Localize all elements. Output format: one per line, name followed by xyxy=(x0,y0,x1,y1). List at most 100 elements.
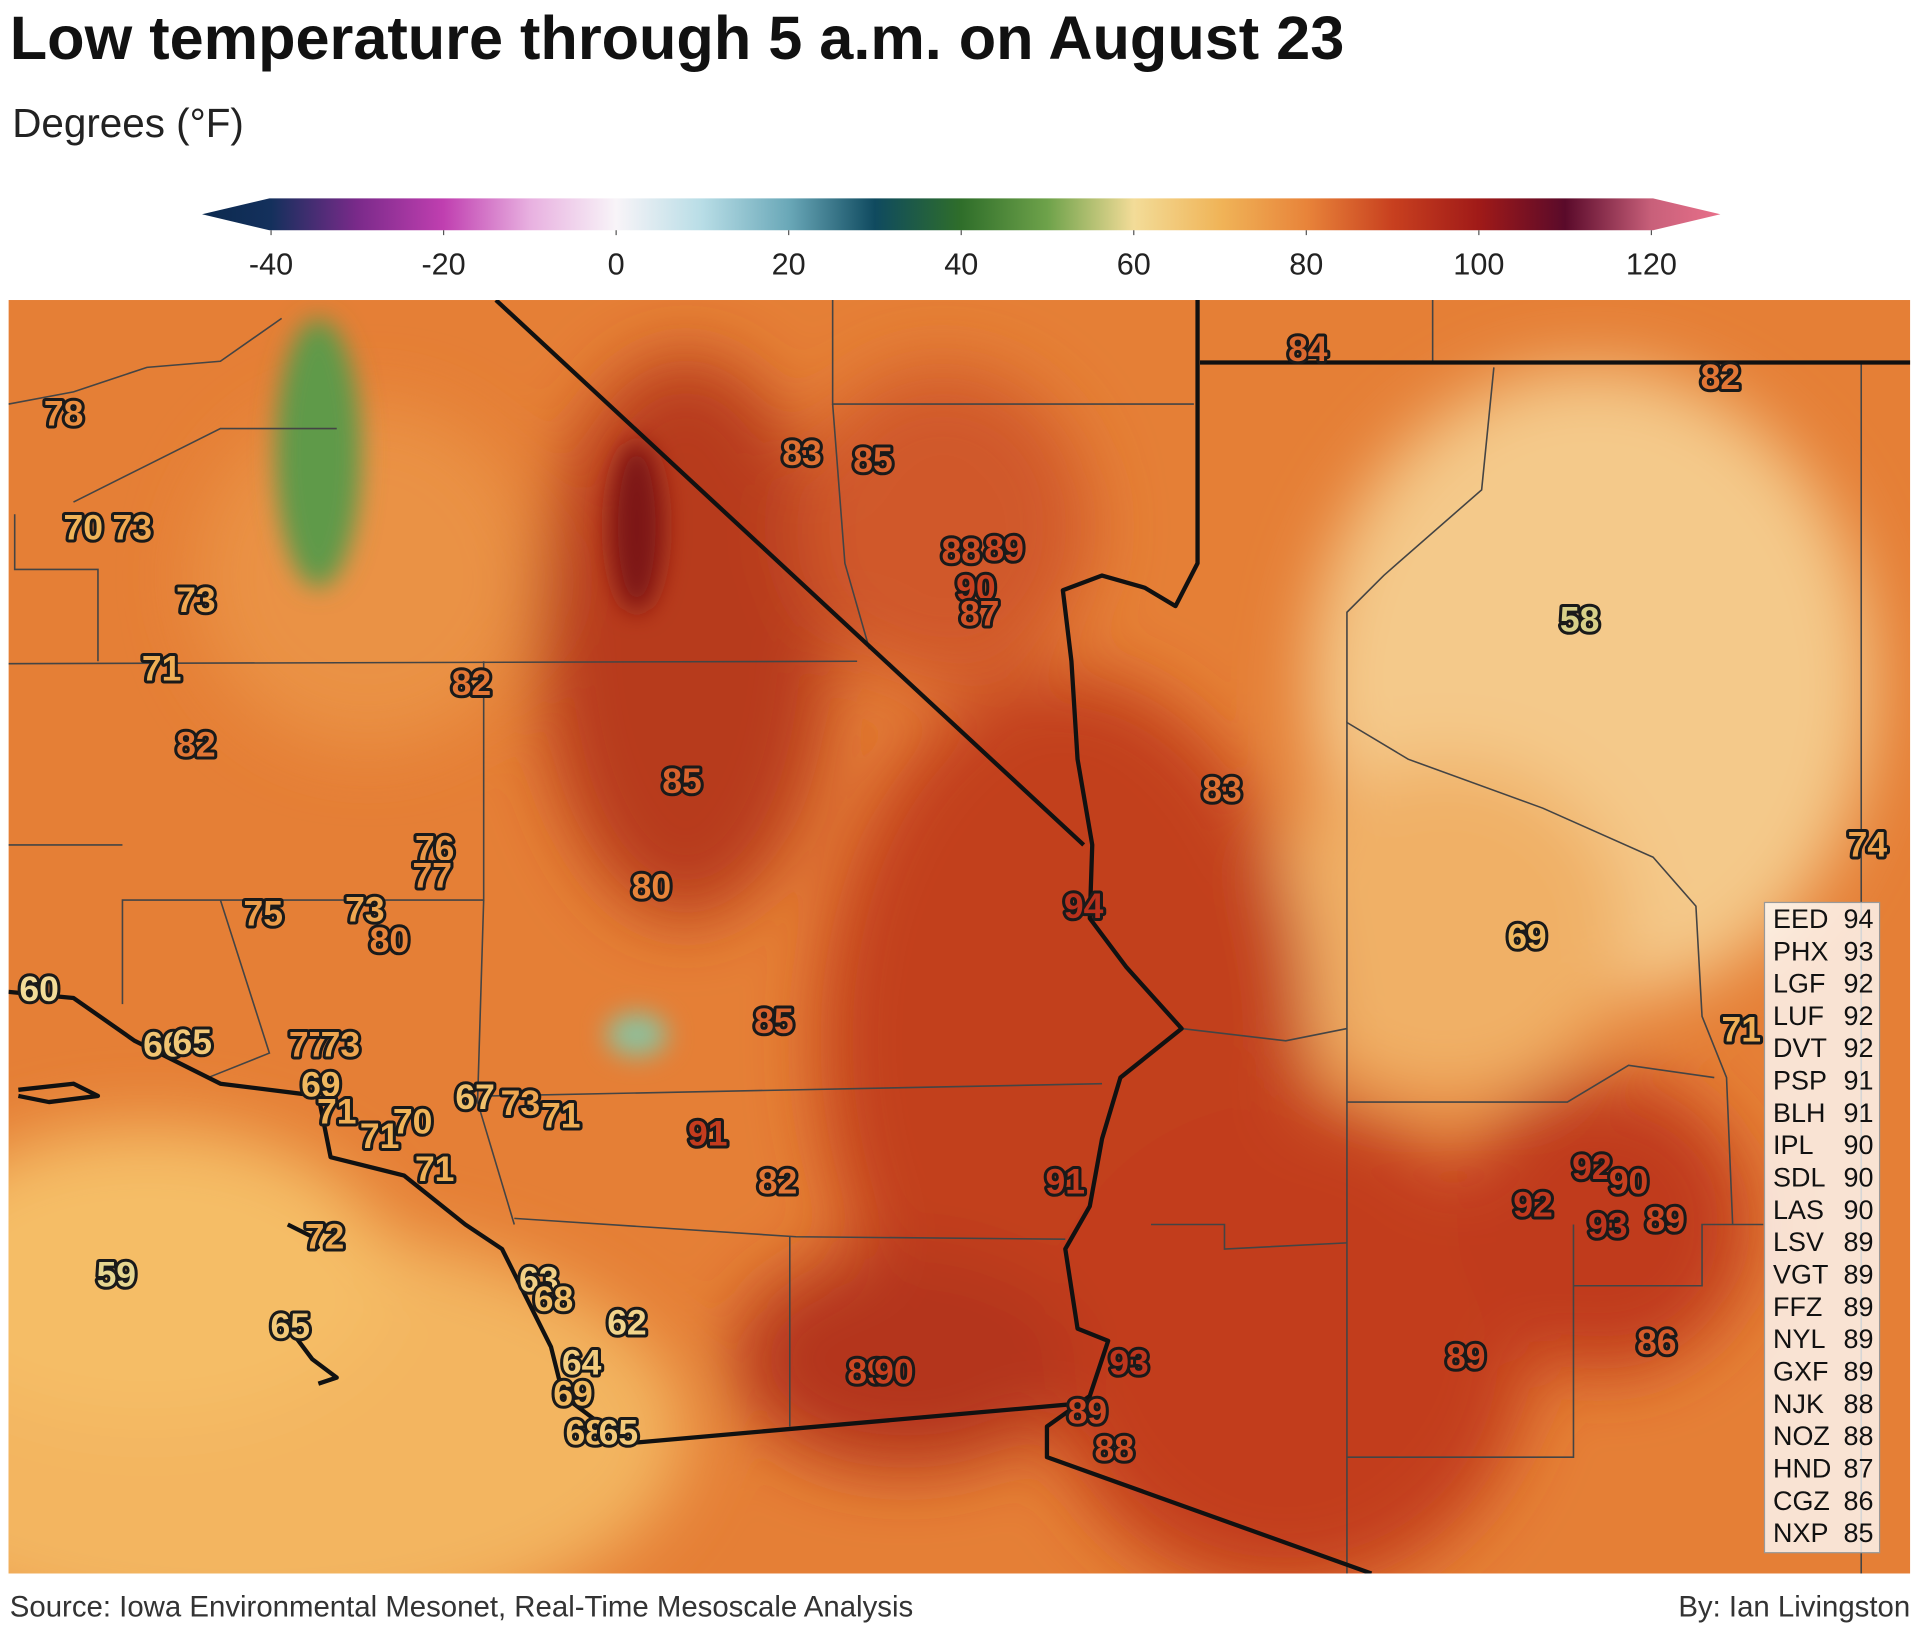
temperature-label: 68 xyxy=(566,1412,606,1452)
station-value: 87 xyxy=(1844,1453,1874,1483)
temperature-label: 86 xyxy=(1637,1322,1676,1362)
temperature-label: 71 xyxy=(415,1149,455,1189)
temperature-label: 71 xyxy=(360,1116,400,1156)
temperature-label: 60 xyxy=(19,969,58,1009)
temperature-label: 58 xyxy=(1560,599,1600,639)
station-code: FFZ xyxy=(1773,1292,1822,1322)
temperature-label: 65 xyxy=(172,1022,212,1062)
temperature-label: 72 xyxy=(305,1217,344,1257)
temperature-label: 82 xyxy=(758,1161,798,1201)
station-value: 89 xyxy=(1844,1260,1874,1290)
temperature-label: 69 xyxy=(553,1373,593,1413)
station-code: BLH xyxy=(1773,1098,1825,1128)
temperature-label: 83 xyxy=(782,433,821,473)
station-code: EED xyxy=(1773,904,1828,934)
temperature-label: 82 xyxy=(452,663,492,703)
station-value: 93 xyxy=(1844,936,1874,966)
station-code: VGT xyxy=(1773,1260,1828,1290)
temperature-label: 80 xyxy=(632,866,671,906)
temperature-label: 68 xyxy=(534,1279,574,1319)
temperature-label: 66 xyxy=(143,1024,183,1064)
temperature-label: 84 xyxy=(1288,329,1328,369)
temperature-label: 73 xyxy=(176,580,216,620)
station-code: LUF xyxy=(1773,1001,1824,1031)
station-value: 90 xyxy=(1844,1195,1874,1225)
temperature-label: 83 xyxy=(1202,770,1242,810)
station-value: 88 xyxy=(1844,1389,1874,1419)
temperature-label: 73 xyxy=(345,890,385,930)
station-code: LSV xyxy=(1773,1227,1824,1257)
station-value: 94 xyxy=(1844,904,1874,934)
station-code: SDL xyxy=(1773,1163,1825,1193)
station-code: NOZ xyxy=(1773,1421,1830,1451)
temperature-label: 71 xyxy=(541,1095,581,1135)
temperature-label: 69 xyxy=(1507,917,1546,957)
temperature-label: 76 xyxy=(415,828,455,868)
station-value: 92 xyxy=(1844,1033,1874,1063)
temperature-label: 77 xyxy=(412,855,452,895)
temperature-label: 65 xyxy=(270,1306,310,1346)
temperature-label: 92 xyxy=(1513,1185,1552,1225)
colorbar-tick-label: 100 xyxy=(1453,247,1504,281)
temperature-label: 74 xyxy=(1848,825,1888,865)
temperature-label: 89 xyxy=(1068,1392,1108,1432)
colorbar-tick-label: 20 xyxy=(772,247,806,281)
temperature-label: 90 xyxy=(1609,1161,1649,1201)
station-value: 90 xyxy=(1844,1163,1874,1193)
station-code: LGF xyxy=(1773,969,1825,999)
temperature-label: 80 xyxy=(370,920,410,960)
temperature-label: 67 xyxy=(455,1077,495,1117)
station-code: LAS xyxy=(1773,1195,1824,1225)
temperature-label: 70 xyxy=(64,508,104,548)
temperature-label: 93 xyxy=(1109,1343,1149,1383)
station-value: 89 xyxy=(1844,1357,1874,1387)
temperature-label: 73 xyxy=(112,508,152,548)
temperature-label: 71 xyxy=(142,648,182,688)
temperature-label: 89 xyxy=(1446,1337,1485,1377)
temperature-label: 82 xyxy=(1701,357,1741,397)
temperature-label: 70 xyxy=(393,1101,433,1141)
station-value: 90 xyxy=(1844,1130,1874,1160)
temperature-label: 87 xyxy=(960,593,999,633)
station-table-box xyxy=(1763,901,1881,1554)
temperature-label: 63 xyxy=(519,1259,559,1299)
temperature-label: 85 xyxy=(853,440,893,480)
source: Source: Iowa Environmental Mesonet, Real… xyxy=(10,1590,913,1623)
temperature-label: 91 xyxy=(688,1114,727,1154)
temperature-label: 92 xyxy=(1572,1147,1611,1187)
temperature-label: 94 xyxy=(1064,886,1104,926)
station-value: 85 xyxy=(1844,1518,1874,1548)
temperature-label: 85 xyxy=(754,1001,793,1041)
colorbar-tick-label: 120 xyxy=(1626,247,1677,281)
title: Low temperature through 5 a.m. on August… xyxy=(10,4,1344,72)
temperature-label: 65 xyxy=(599,1412,638,1452)
temperature-label: 59 xyxy=(97,1255,137,1295)
station-value: 91 xyxy=(1844,1098,1874,1128)
station-value: 89 xyxy=(1844,1292,1874,1322)
temperature-label: 64 xyxy=(562,1343,602,1383)
temperature-label: 88 xyxy=(941,531,981,571)
station-code: NXP xyxy=(1773,1518,1828,1548)
station-code: DVT xyxy=(1773,1033,1827,1063)
subtitle: Degrees (°F) xyxy=(12,100,244,146)
colorbar-tick-label: -40 xyxy=(249,247,293,281)
temperature-label: 89 xyxy=(1646,1199,1686,1239)
temperature-label: 88 xyxy=(1095,1428,1134,1468)
station-value: 91 xyxy=(1844,1066,1874,1096)
temperature-label: 73 xyxy=(501,1083,541,1123)
colorbar-tick-label: 60 xyxy=(1117,247,1151,281)
temperature-label: 82 xyxy=(176,724,216,764)
temperature-label: 90 xyxy=(956,568,995,608)
colorbar-tick-label: -20 xyxy=(421,247,465,281)
station-code: HND xyxy=(1773,1453,1831,1483)
colorbar: -40 -20 0 20 40 60 80 100 120 xyxy=(202,198,1721,281)
station-code: CGZ xyxy=(1773,1486,1830,1516)
station-value: 89 xyxy=(1844,1227,1874,1257)
station-code: PSP xyxy=(1773,1066,1827,1096)
temperature-label: 77 xyxy=(289,1024,329,1064)
station-code: NJK xyxy=(1773,1389,1824,1419)
temperature-label: 75 xyxy=(244,893,284,933)
colorbar-tick-label: 40 xyxy=(944,247,978,281)
